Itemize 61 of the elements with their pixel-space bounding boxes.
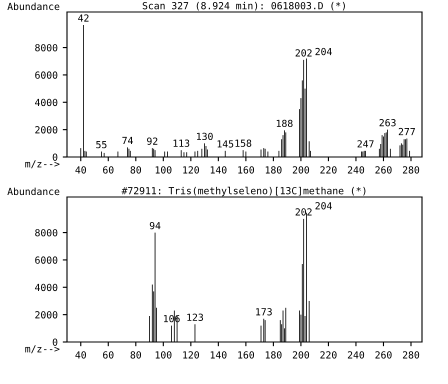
y-tick-label: 4000: [35, 284, 58, 292]
annotation: 130: [196, 132, 213, 140]
y-axis-title: Abundance: [7, 188, 60, 196]
x-tick-label: 200: [292, 166, 310, 174]
x-tick-label: 260: [375, 166, 392, 174]
y-tick-label: 8000: [35, 44, 58, 52]
chart-title: Scan 327 (8.924 min): 0618003.D (*): [142, 2, 345, 11]
annotation: 188: [276, 120, 293, 128]
y-tick-label: 6000: [35, 256, 58, 264]
x-tick-label: 160: [238, 351, 254, 359]
annotation: 42: [78, 14, 89, 22]
x-tick-label: 40: [75, 351, 86, 359]
annotation: 202: [296, 208, 312, 216]
x-tick-label: 240: [348, 166, 364, 174]
x-tick-label: 260: [375, 351, 392, 359]
y-tick-label: 2000: [35, 126, 58, 134]
chart-title: #72911: Tris(methylseleno)[13C]methane (*): [122, 186, 366, 196]
x-tick-label: 80: [130, 351, 142, 359]
x-tick-label: 120: [183, 166, 199, 174]
y-tick-label: 8000: [35, 229, 58, 236]
annotation: 173: [256, 308, 272, 316]
annotation: 247: [358, 140, 374, 148]
x-tick-label: 80: [130, 166, 142, 174]
x-tick-label: 140: [210, 166, 227, 174]
x-axis-title: m/z-->: [25, 345, 60, 354]
x-tick-label: 280: [402, 166, 420, 174]
x-tick-label: 100: [156, 166, 172, 174]
y-tick-label: 4000: [35, 98, 58, 106]
annotation: 204: [315, 202, 332, 210]
annotation: 113: [174, 140, 190, 147]
x-tick-label: 100: [156, 351, 172, 359]
x-tick-label: 180: [266, 351, 282, 359]
y-axis-title: Abundance: [7, 2, 60, 10]
x-tick-label: 220: [320, 166, 337, 174]
x-tick-label: 180: [266, 166, 282, 174]
x-tick-label: 140: [210, 351, 227, 359]
annotation: 123: [187, 314, 204, 321]
annotation: 94: [150, 222, 160, 230]
x-tick-label: 280: [402, 351, 420, 359]
y-tick-label: 0: [52, 154, 58, 161]
annotation: 277: [398, 128, 415, 136]
x-tick-label: 220: [320, 351, 337, 359]
annotation: 263: [380, 119, 396, 126]
x-tick-label: 240: [348, 351, 364, 359]
x-tick-label: 60: [103, 351, 114, 359]
y-tick-label: 2000: [35, 311, 58, 318]
x-tick-label: 120: [183, 351, 199, 359]
y-tick-label: 6000: [35, 71, 58, 79]
annotation: 202: [296, 49, 312, 57]
annotation: 204: [315, 48, 332, 56]
annotation: 92: [147, 137, 158, 145]
annotation: 55: [96, 141, 106, 148]
x-tick-label: 200: [292, 351, 310, 359]
x-tick-label: 160: [238, 166, 254, 174]
x-axis-title: m/z-->: [25, 160, 60, 168]
y-tick-label: 0: [52, 338, 58, 346]
annotation: 158: [236, 140, 252, 147]
x-tick-label: 40: [75, 166, 86, 174]
annotation: 145: [218, 140, 234, 148]
x-tick-label: 60: [103, 166, 114, 174]
annotation: 74: [122, 136, 133, 144]
